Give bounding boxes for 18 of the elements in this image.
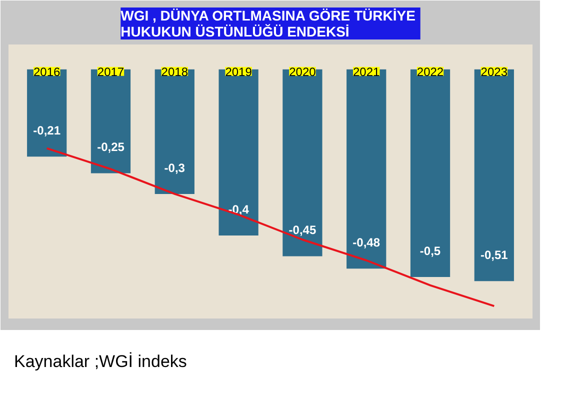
x-tick-label: 2018 bbox=[161, 64, 188, 79]
x-tick-label: 2023 bbox=[480, 64, 508, 79]
x-tick-label: 2021 bbox=[353, 64, 380, 79]
data-label: -0,5 bbox=[420, 244, 441, 258]
data-label: -0,4 bbox=[228, 202, 250, 216]
x-tick-label: 2017 bbox=[97, 64, 124, 79]
data-label: -0,3 bbox=[164, 160, 186, 175]
text: Kaynaklar ;WGİ indeks bbox=[14, 351, 187, 373]
data-label: -0,45 bbox=[288, 223, 316, 238]
data-label: -0,25 bbox=[97, 140, 125, 154]
data-label: -0,48 bbox=[352, 236, 380, 250]
x-tick-label: 2019 bbox=[225, 64, 252, 79]
x-tick-label: 2020 bbox=[289, 64, 316, 79]
data-label: -0,21 bbox=[33, 124, 61, 138]
chart-title: WGI , DÜNYA ORTLMASINA GÖRE TÜRKİYE HUKUKUN ÜSTÜNLÜĞÜ ENDEKSİ bbox=[120, 8, 416, 40]
x-tick-label: 2016 bbox=[33, 64, 61, 79]
data-label: -0,51 bbox=[480, 248, 508, 262]
x-tick-label: 2022 bbox=[416, 64, 444, 79]
